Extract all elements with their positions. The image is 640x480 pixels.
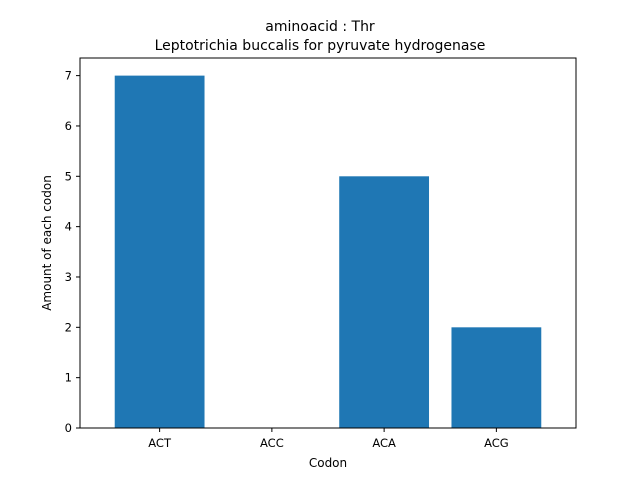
y-tick-label: 6 <box>65 119 72 133</box>
x-tick-label: ACT <box>148 436 172 450</box>
x-tick-label: ACC <box>260 436 284 450</box>
y-tick-label: 0 <box>65 421 72 435</box>
y-tick-label: 2 <box>65 320 72 334</box>
x-tick-label: ACG <box>484 436 509 450</box>
y-tick-label: 5 <box>65 169 72 183</box>
bar-act <box>114 75 205 428</box>
y-axis-label: Amount of each codon <box>40 175 54 311</box>
x-axis-label: Codon <box>309 456 347 470</box>
y-tick-label: 1 <box>65 371 72 385</box>
bar-acg <box>451 327 542 428</box>
bar-aca <box>339 176 430 428</box>
y-tick-label: 3 <box>65 270 72 284</box>
plot-frame <box>79 57 577 429</box>
chart-title-line2: Leptotrichia buccalis for pyruvate hydro… <box>155 38 486 54</box>
chart-title-line1: aminoacid : Thr <box>265 19 375 35</box>
x-tick-label: ACA <box>372 436 396 450</box>
bars-group <box>114 75 542 428</box>
y-tick-label: 7 <box>65 69 72 83</box>
y-axis-ticks: 0 1 2 3 4 5 6 7 <box>65 69 80 435</box>
y-tick-label: 4 <box>65 220 72 234</box>
x-axis-ticks: ACT ACC ACA ACG <box>148 428 509 450</box>
